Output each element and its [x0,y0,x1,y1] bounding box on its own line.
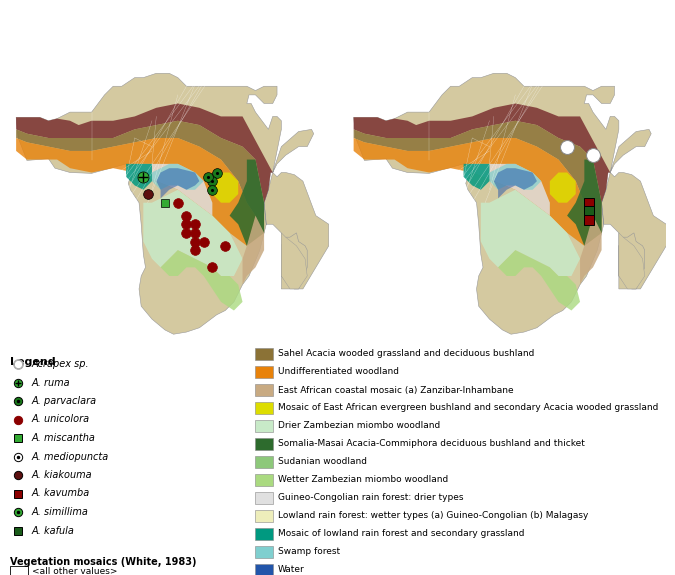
Text: A. parvaclara: A. parvaclara [32,396,97,406]
Polygon shape [126,164,213,216]
Polygon shape [489,164,541,190]
Text: Vegetation mosaics (White, 1983): Vegetation mosaics (White, 1983) [10,557,196,567]
Polygon shape [498,250,580,310]
Text: A. kavumba: A. kavumba [32,489,90,499]
Polygon shape [464,164,489,190]
Polygon shape [16,73,329,334]
Text: Swamp forest: Swamp forest [278,547,340,557]
Polygon shape [494,168,537,198]
Text: Somalia-Masai Acacia-Commiphora deciduous bushland and thicket: Somalia-Masai Acacia-Commiphora deciduou… [278,439,585,448]
Polygon shape [161,250,242,310]
Bar [255,366,273,378]
Polygon shape [354,104,610,202]
Polygon shape [354,121,601,233]
Text: Water: Water [278,565,304,574]
Text: Guineo-Congolian rain forest: drier types: Guineo-Congolian rain forest: drier type… [278,493,464,503]
Polygon shape [213,172,238,202]
Text: A. mediopuncta: A. mediopuncta [32,451,109,462]
Text: Drier Zambezian miombo woodland: Drier Zambezian miombo woodland [278,421,440,431]
Text: Sudanian woodland: Sudanian woodland [278,458,367,466]
Text: A. unicolora: A. unicolora [32,415,90,424]
Polygon shape [580,202,601,285]
Polygon shape [242,202,264,285]
Polygon shape [281,233,307,289]
Polygon shape [481,190,580,276]
Text: Undifferentiated woodland: Undifferentiated woodland [278,367,399,377]
Text: A. miscantha: A. miscantha [32,433,96,443]
Text: Sahel Acacia wooded grassland and deciduous bushland: Sahel Acacia wooded grassland and decidu… [278,350,535,358]
Text: A. kiakouma: A. kiakouma [32,470,92,480]
Polygon shape [567,159,601,246]
Polygon shape [16,121,264,233]
Polygon shape [16,138,264,246]
Text: <all other values>: <all other values> [32,568,117,575]
Bar [255,510,273,522]
Polygon shape [157,168,199,198]
Text: Wetter Zambezian miombo woodland: Wetter Zambezian miombo woodland [278,476,448,485]
Bar [10,566,28,575]
Polygon shape [230,159,264,246]
Polygon shape [354,138,601,246]
Bar [255,564,273,575]
Bar [255,348,273,360]
Polygon shape [550,172,576,202]
Bar [255,402,273,414]
Bar [255,420,273,432]
Text: Legend: Legend [10,357,55,367]
Polygon shape [354,73,666,334]
Text: A. kafula: A. kafula [32,526,75,535]
Text: Acrapex sp.: Acrapex sp. [32,359,90,369]
Text: East African coastal mosaic (a) Zanzibar-Inhambane: East African coastal mosaic (a) Zanzibar… [278,385,514,394]
Bar [255,474,273,486]
Text: Mosaic of lowland rain forest and secondary grassland: Mosaic of lowland rain forest and second… [278,530,524,539]
Bar [255,492,273,504]
Text: Mosaic of East African evergreen bushland and secondary Acacia wooded grassland: Mosaic of East African evergreen bushlan… [278,404,658,412]
Polygon shape [16,104,273,202]
Polygon shape [152,164,204,190]
Bar [255,456,273,468]
Text: A. ruma: A. ruma [32,378,71,388]
Bar [255,528,273,540]
Polygon shape [143,190,242,276]
Bar [255,384,273,396]
Bar [255,546,273,558]
Text: Lowland rain forest: wetter types (a) Guineo-Congolian (b) Malagasy: Lowland rain forest: wetter types (a) Gu… [278,512,589,520]
Polygon shape [126,164,152,190]
Polygon shape [464,164,550,216]
Bar [255,438,273,450]
Text: A. simillima: A. simillima [32,507,89,517]
Polygon shape [619,233,645,289]
